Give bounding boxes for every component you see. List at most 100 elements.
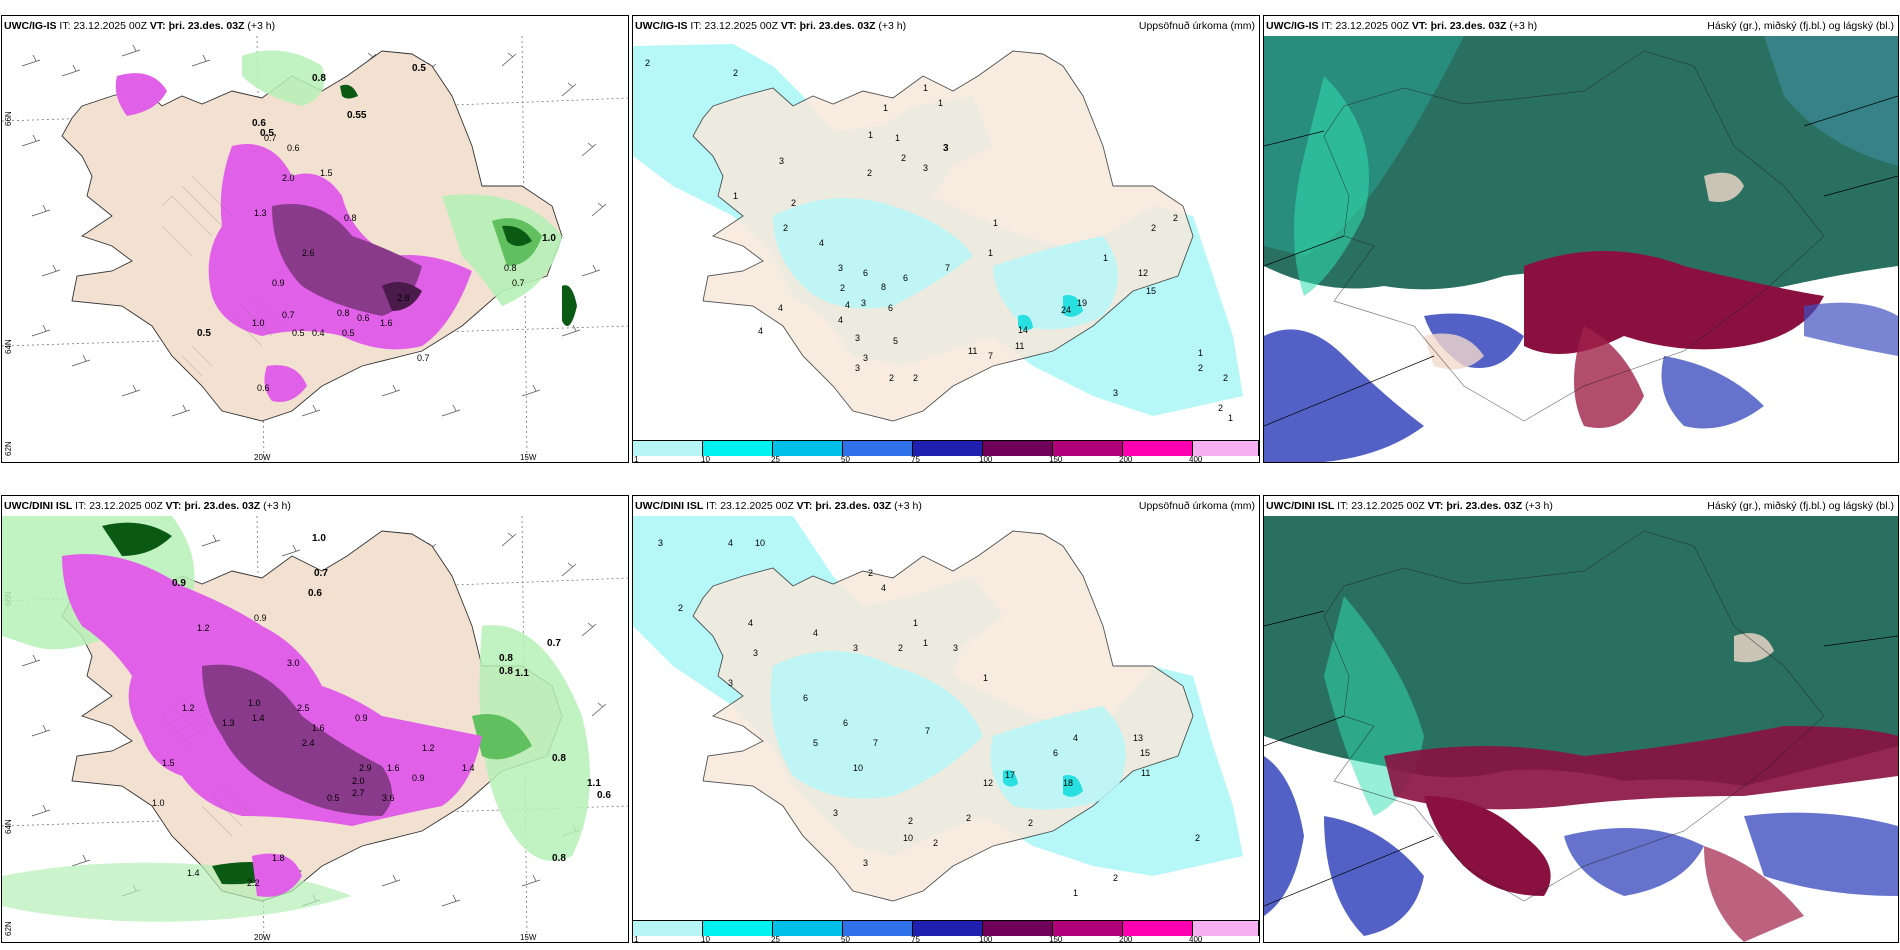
svg-text:11: 11 [1015,341,1024,351]
legend-tick: 50 [841,935,850,943]
svg-text:0.8: 0.8 [337,308,350,318]
svg-text:1: 1 [868,130,873,140]
svg-text:0.5: 0.5 [327,793,340,803]
svg-text:3: 3 [861,298,866,308]
svg-text:15: 15 [1140,748,1150,758]
svg-text:0.9: 0.9 [412,773,425,783]
legend-box [1053,920,1123,936]
legend-tick: 75 [911,455,920,463]
svg-text:3: 3 [855,333,860,343]
svg-text:2.4: 2.4 [302,738,315,748]
svg-text:2.9: 2.9 [359,763,372,773]
svg-text:1: 1 [923,83,928,93]
panel-title-clouds: Háský (gr.), miðský (fj.bl.) og lágský (… [1707,500,1894,512]
svg-text:1: 1 [993,218,998,228]
svg-text:0.5: 0.5 [197,328,211,339]
svg-text:13: 13 [1133,733,1143,743]
glacier-hatch [161,695,253,837]
svg-text:2: 2 [1151,223,1156,233]
legend-tick: 150 [1049,455,1063,463]
lat-label-62: 62N [4,441,13,456]
svg-text:17: 17 [1005,770,1015,780]
svg-text:2: 2 [908,816,913,826]
svg-text:1.1: 1.1 [515,668,529,679]
svg-text:2: 2 [889,373,894,383]
panel-header: UWC/DINI ISL IT: 23.12.2025 00Z VT: þri.… [1266,500,1553,512]
svg-text:11: 11 [968,346,977,356]
map-panel-precip-top: UWC/IG-IS IT: 23.12.2025 00Z VT: þri. 23… [632,15,1260,463]
legend-box [1123,920,1193,936]
legend-tick: 100 [979,455,993,463]
svg-text:3.6: 3.6 [382,793,395,803]
svg-text:1: 1 [913,618,918,628]
svg-text:10: 10 [853,763,863,773]
svg-text:2.0: 2.0 [282,173,295,183]
svg-text:0.7: 0.7 [512,278,525,288]
svg-text:0.5: 0.5 [292,328,305,338]
svg-text:1: 1 [988,248,993,258]
snow-area [2,516,590,922]
svg-text:0.8: 0.8 [499,653,513,664]
svg-text:3: 3 [838,263,843,273]
svg-text:1.4: 1.4 [252,713,265,723]
legend-tick: 10 [701,935,710,943]
svg-text:0.9: 0.9 [254,613,267,623]
precip-map-top: 2 2 1 1 1 3 1 2 1 2 3 3 2 1 2 1 4 3 6 7 … [633,44,1243,423]
svg-text:2: 2 [1113,873,1118,883]
svg-text:0.8: 0.8 [499,666,513,677]
map-panel-clouds-top: UWC/IG-IS IT: 23.12.2025 00Z VT: þri. 23… [1263,15,1899,463]
svg-text:10: 10 [903,833,913,843]
svg-text:12: 12 [1138,268,1148,278]
legend-box [913,440,983,456]
svg-text:2: 2 [1195,833,1200,843]
legend-box [633,440,703,456]
snow-map-bottom: 66N 64N 62N 20W 15W 1.0 0.7 0.6 0.9 1 [2,516,628,942]
snow-area [115,50,577,402]
svg-text:2: 2 [733,68,738,78]
panel-header: UWC/DINI ISL IT: 23.12.2025 00Z VT: þri.… [4,500,291,512]
svg-text:0.4: 0.4 [312,328,325,338]
svg-text:4: 4 [748,618,753,628]
legend-tick: 150 [1049,935,1063,943]
svg-text:12: 12 [983,778,993,788]
svg-text:4: 4 [813,628,818,638]
svg-text:19: 19 [1077,298,1087,308]
svg-text:3: 3 [1113,388,1118,398]
legend-box [843,920,913,936]
svg-text:2: 2 [1218,403,1223,413]
svg-text:7: 7 [988,351,993,361]
svg-text:0.7: 0.7 [417,353,430,363]
svg-text:1.6: 1.6 [312,723,325,733]
legend-tick: 400 [1189,455,1203,463]
legend-tick: 200 [1119,455,1133,463]
svg-text:1.5: 1.5 [162,758,175,768]
svg-text:2: 2 [1223,373,1228,383]
svg-text:7: 7 [945,263,950,273]
legend-tick: 75 [911,935,920,943]
svg-text:3: 3 [728,678,733,688]
svg-text:4: 4 [778,303,783,313]
lat-label-64: 64N [4,339,13,354]
svg-text:2: 2 [1173,213,1178,223]
svg-text:4: 4 [838,315,843,325]
svg-text:6: 6 [863,268,868,278]
svg-text:4: 4 [758,326,763,336]
svg-text:1.4: 1.4 [187,868,200,878]
svg-text:2: 2 [791,198,796,208]
svg-text:6: 6 [843,718,848,728]
panel-header: UWC/IG-IS IT: 23.12.2025 00Z VT: þri. 23… [4,20,276,32]
cloud-map-bottom [1264,516,1898,942]
map-panel-clouds-bottom: UWC/DINI ISL IT: 23.12.2025 00Z VT: þri.… [1263,495,1899,943]
svg-text:18: 18 [1063,778,1073,788]
svg-text:3: 3 [923,163,928,173]
lat-label-64: 64N [4,819,13,834]
map-panel-precip-bottom: UWC/DINI ISL IT: 23.12.2025 00Z VT: þri.… [632,495,1260,943]
svg-text:2: 2 [1198,363,1203,373]
svg-text:1: 1 [895,133,900,143]
svg-text:1: 1 [1228,413,1233,423]
svg-text:0.7: 0.7 [547,638,561,649]
svg-text:0.6: 0.6 [308,588,322,599]
lon-label-15: 15W [520,933,537,942]
svg-text:2: 2 [867,168,872,178]
legend-box [983,920,1053,936]
